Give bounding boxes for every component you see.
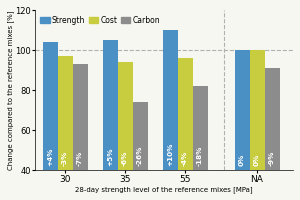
Text: 0%: 0%: [239, 154, 245, 166]
Bar: [193, 86, 208, 170]
X-axis label: 28-day strength level of the reference mixes [MPa]: 28-day strength level of the reference m…: [75, 186, 253, 193]
Bar: [43, 42, 58, 170]
Text: +10%: +10%: [167, 143, 173, 166]
Text: -6%: -6%: [122, 151, 128, 166]
Text: -4%: -4%: [182, 151, 188, 166]
Y-axis label: Change compared to the reference mixes [%]: Change compared to the reference mixes […: [7, 11, 14, 170]
Text: -3%: -3%: [62, 151, 68, 166]
Text: +5%: +5%: [107, 148, 113, 166]
Bar: [73, 64, 88, 170]
Bar: [265, 68, 280, 170]
Text: -18%: -18%: [197, 146, 203, 166]
Bar: [163, 30, 178, 170]
Bar: [178, 58, 193, 170]
Legend: Strength, Cost, Carbon: Strength, Cost, Carbon: [39, 14, 162, 26]
Text: 0%: 0%: [254, 154, 260, 166]
Bar: [58, 56, 73, 170]
Bar: [118, 62, 133, 170]
Text: +4%: +4%: [47, 148, 53, 166]
Text: -9%: -9%: [269, 151, 275, 166]
Bar: [235, 50, 250, 170]
Bar: [250, 50, 265, 170]
Bar: [133, 102, 148, 170]
Bar: [103, 40, 118, 170]
Text: -26%: -26%: [137, 146, 143, 166]
Text: -7%: -7%: [77, 151, 83, 166]
